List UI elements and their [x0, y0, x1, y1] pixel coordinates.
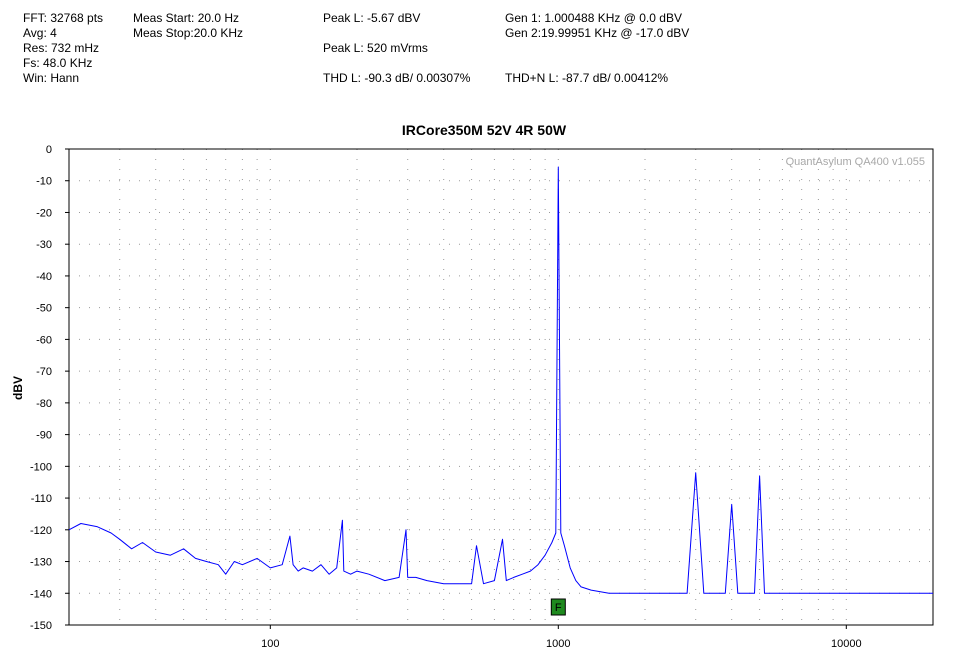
fundamental-marker[interactable]: F [550, 598, 566, 616]
fundamental-marker-box[interactable] [550, 598, 566, 616]
y-tick-label: -110 [31, 493, 52, 505]
y-tick-label: -20 [36, 207, 52, 219]
watermark-text: QuantAsylum QA400 v1.055 [786, 156, 925, 168]
y-axis-label: dBV [11, 376, 25, 400]
x-axis: 100 1000 10000 [261, 625, 862, 650]
y-tick-label: -150 [30, 620, 52, 632]
y-tick-label: -100 [30, 461, 52, 473]
y-tick-label: -40 [36, 271, 52, 283]
peak-dbv-text: Peak L: -5.67 dBV [323, 11, 421, 25]
x-tick-label: 10000 [831, 638, 862, 650]
y-tick-label: 0 [46, 144, 52, 156]
y-tick-label: -130 [30, 557, 52, 569]
gen1-text: Gen 1: 1.000488 KHz @ 0.0 dBV [505, 11, 682, 25]
meas-start-text: Meas Start: 20.0 Hz [133, 11, 240, 25]
y-axis: 0 -10 -20 -30 -40 -50 -60 -70 -80 -90 -100 -110 -120… [30, 144, 69, 632]
grid [69, 149, 933, 625]
y-tick-label: -140 [30, 588, 52, 600]
spectrum-trace [68, 166, 933, 594]
y-tick-label: -10 [36, 176, 52, 188]
thdn-text: THD+N L: -87.7 dB/ 0.00412% [505, 71, 669, 85]
avg-count-text: Avg: 4 [23, 26, 57, 40]
fft-size-text: FFT: 32768 pts [23, 11, 104, 25]
fundamental-marker-label: F [555, 602, 562, 614]
y-tick-label: -90 [36, 430, 52, 442]
y-tick-label: -80 [36, 398, 52, 410]
resolution-text: Res: 732 mHz [23, 41, 100, 55]
y-tick-label: -120 [30, 525, 52, 537]
x-tick-label: 1000 [546, 638, 570, 650]
spectrum-plot [68, 166, 933, 594]
y-tick-label: -30 [36, 239, 52, 251]
y-tick-label: -70 [36, 366, 52, 378]
peak-vrms-text: Peak L: 520 mVrms [323, 41, 428, 55]
chart-title: IRCore350M 52V 4R 50W [402, 122, 567, 138]
x-tick-label: 100 [261, 638, 279, 650]
gen2-text: Gen 2:19.99951 KHz @ -17.0 dBV [505, 26, 690, 40]
y-tick-label: -50 [36, 303, 52, 315]
plot-border [68, 148, 934, 626]
meas-stop-text: Meas Stop:20.0 KHz [133, 26, 244, 40]
window-type-text: Win: Hann [23, 71, 80, 85]
y-tick-label: -60 [36, 334, 52, 346]
sample-rate-text: Fs: 48.0 KHz [23, 56, 93, 70]
thd-text: THD L: -90.3 dB/ 0.00307% [323, 71, 471, 85]
